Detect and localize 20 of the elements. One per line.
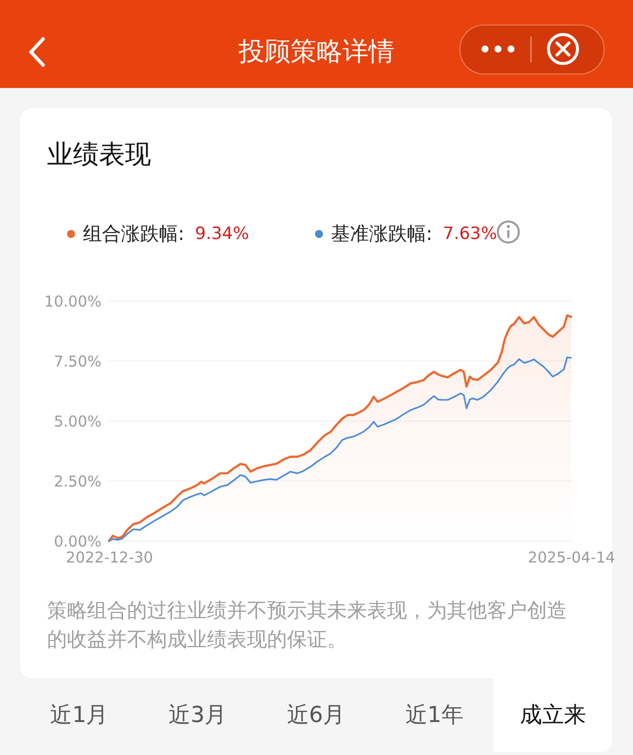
y-tick-label: 5.00% <box>54 412 102 430</box>
y-tick-label: 2.50% <box>54 472 102 490</box>
text: 近1月 <box>50 703 108 728</box>
y-tick-label: 7.50% <box>54 352 102 370</box>
y-tick-label: 0.00% <box>54 532 102 550</box>
line-series <box>108 356 572 542</box>
text: 近1年 <box>405 703 464 728</box>
text: 7.63% <box>443 224 498 244</box>
x-tick-label: 2022-12-30 <box>66 548 154 566</box>
y-tick-label: 10.00% <box>44 292 102 310</box>
legend-label: 基准涨跌幅: <box>331 223 432 245</box>
text: 策略组合的过往业绩并不预示其未来表现，为其他客户创造的收益并不构成业绩表现的保证。 <box>47 598 567 651</box>
text: 成立来 <box>520 703 586 728</box>
text: 近6月 <box>287 703 345 728</box>
text: 投顾策略详情 <box>238 37 394 67</box>
legend-label: 组合涨跌幅: <box>83 223 184 245</box>
text: 9.34% <box>195 224 250 244</box>
x-tick-label: 2025-04-14 <box>528 548 616 566</box>
text: 近3月 <box>168 703 227 728</box>
chart-title: 业绩表现 <box>47 140 151 170</box>
